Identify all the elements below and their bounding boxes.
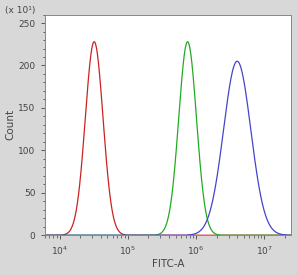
Text: (x 10¹): (x 10¹) [5,6,36,15]
Y-axis label: Count: Count [6,109,15,141]
X-axis label: FITC-A: FITC-A [152,259,184,270]
